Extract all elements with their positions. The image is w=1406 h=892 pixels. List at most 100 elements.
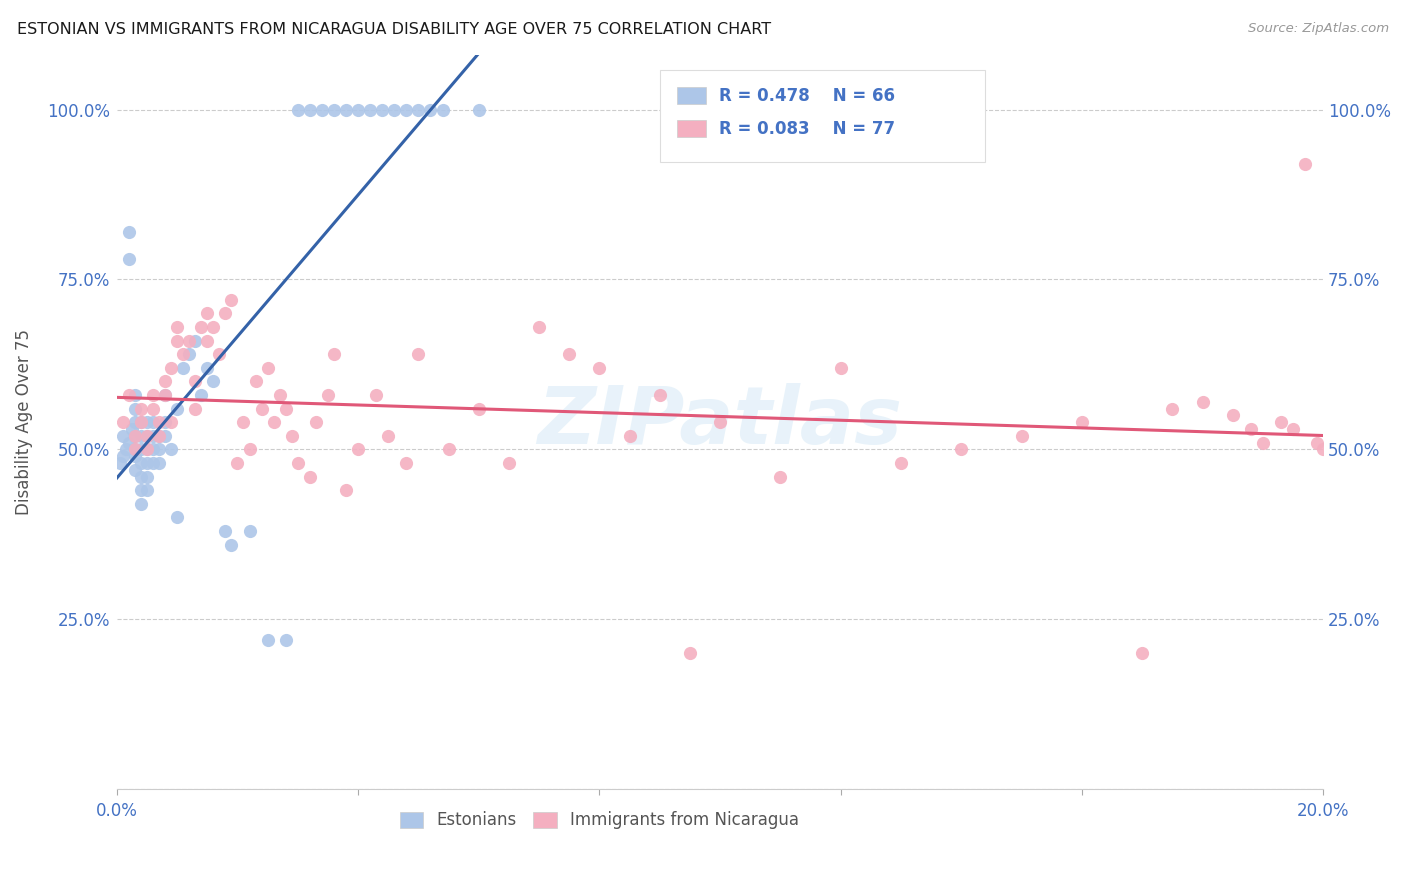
Point xyxy=(214,524,236,538)
Point xyxy=(136,415,159,429)
Point xyxy=(111,429,134,443)
Point xyxy=(166,401,188,416)
Point xyxy=(437,442,460,457)
Point xyxy=(359,103,381,117)
Point xyxy=(184,334,207,348)
Point xyxy=(256,360,278,375)
Point xyxy=(619,429,641,443)
Text: ZIPatlas: ZIPatlas xyxy=(537,384,903,461)
Point xyxy=(190,320,212,334)
Point xyxy=(148,429,170,443)
Point xyxy=(1251,435,1274,450)
Point xyxy=(124,415,146,429)
Point xyxy=(124,388,146,402)
Point xyxy=(408,347,430,361)
Point xyxy=(679,646,702,660)
Point xyxy=(226,456,249,470)
Point xyxy=(195,334,218,348)
Point xyxy=(467,401,489,416)
Point xyxy=(142,442,165,457)
Point xyxy=(1312,442,1334,457)
Point xyxy=(190,388,212,402)
Point xyxy=(142,456,165,470)
Point xyxy=(136,442,159,457)
Point xyxy=(298,103,321,117)
Point xyxy=(408,103,430,117)
Point xyxy=(382,103,405,117)
Point xyxy=(221,293,243,307)
Point xyxy=(118,252,141,266)
Point xyxy=(129,401,152,416)
Point xyxy=(142,415,165,429)
Point xyxy=(274,401,297,416)
Point xyxy=(121,422,143,436)
Point xyxy=(129,429,152,443)
Point xyxy=(281,429,304,443)
Point xyxy=(148,429,170,443)
Point xyxy=(323,103,346,117)
Point xyxy=(588,360,610,375)
Point xyxy=(142,388,165,402)
Point xyxy=(709,415,731,429)
Point xyxy=(124,429,146,443)
Point xyxy=(377,429,399,443)
Point xyxy=(1070,415,1092,429)
FancyBboxPatch shape xyxy=(676,120,706,137)
Point xyxy=(305,415,328,429)
Point xyxy=(1191,394,1213,409)
Point xyxy=(160,415,183,429)
Point xyxy=(118,435,141,450)
Point xyxy=(172,347,194,361)
Point xyxy=(1270,415,1292,429)
Legend: Estonians, Immigrants from Nicaragua: Estonians, Immigrants from Nicaragua xyxy=(394,805,806,836)
Point xyxy=(498,456,520,470)
Point xyxy=(166,510,188,524)
Point xyxy=(238,524,260,538)
Point xyxy=(1011,429,1033,443)
Point xyxy=(160,360,183,375)
Point xyxy=(1306,435,1329,450)
Point xyxy=(769,469,792,483)
Point xyxy=(195,360,218,375)
Point xyxy=(153,388,176,402)
Point xyxy=(153,388,176,402)
Point xyxy=(202,320,225,334)
Point xyxy=(432,103,454,117)
Point xyxy=(124,442,146,457)
Point xyxy=(111,449,134,463)
Text: ESTONIAN VS IMMIGRANTS FROM NICARAGUA DISABILITY AGE OVER 75 CORRELATION CHART: ESTONIAN VS IMMIGRANTS FROM NICARAGUA DI… xyxy=(17,22,770,37)
Point xyxy=(890,456,912,470)
Point xyxy=(142,401,165,416)
Point xyxy=(323,347,346,361)
Point xyxy=(166,320,188,334)
Point xyxy=(136,469,159,483)
Point xyxy=(136,483,159,497)
Point xyxy=(136,429,159,443)
Point xyxy=(202,375,225,389)
Point xyxy=(124,429,146,443)
Point xyxy=(1222,409,1244,423)
Point xyxy=(238,442,260,457)
Point xyxy=(950,442,973,457)
Point xyxy=(335,483,357,497)
Point xyxy=(1282,422,1305,436)
Point xyxy=(232,415,254,429)
Point xyxy=(395,456,418,470)
Point xyxy=(269,388,291,402)
FancyBboxPatch shape xyxy=(676,87,706,104)
Point xyxy=(129,497,152,511)
Point xyxy=(129,415,152,429)
Point xyxy=(129,469,152,483)
Point xyxy=(148,415,170,429)
Point xyxy=(287,103,309,117)
Point xyxy=(179,347,201,361)
Point xyxy=(250,401,273,416)
Point xyxy=(179,334,201,348)
Point xyxy=(153,375,176,389)
Point xyxy=(287,456,309,470)
Point xyxy=(245,375,267,389)
Point xyxy=(298,469,321,483)
Point xyxy=(1240,422,1263,436)
Point xyxy=(347,442,370,457)
Point xyxy=(160,442,183,457)
